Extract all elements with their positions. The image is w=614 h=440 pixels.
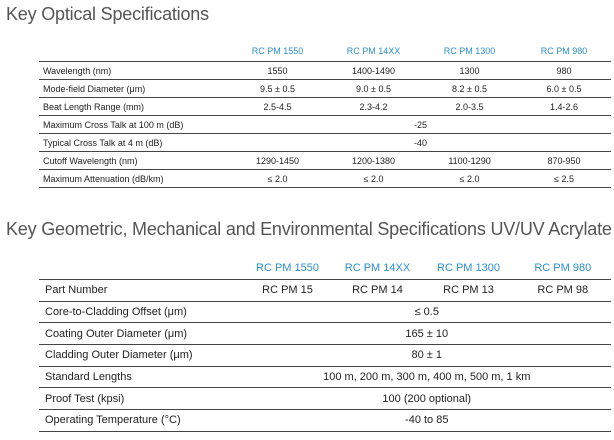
table-row: Coating Outer Diameter (μm) 165 ± 10 xyxy=(39,322,611,345)
table-cell: 1400-1490 xyxy=(324,61,423,80)
table-cell: 1.4-2.6 xyxy=(517,97,611,116)
header-blank xyxy=(39,257,243,280)
row-label: Coating Outer Diameter (μm) xyxy=(39,322,243,345)
table-cell: RC PM 14 xyxy=(332,279,423,302)
geometric-specs-table: RC PM 1550 RC PM 14XX RC PM 1300 RC PM 9… xyxy=(39,257,611,432)
column-header: RC PM 980 xyxy=(534,262,592,274)
table-row: Maximum Cross Talk at 100 m (dB) -25 xyxy=(39,115,611,134)
table-cell: ≤ 2.0 xyxy=(230,169,325,188)
column-header: RC PM 1550 xyxy=(251,46,304,56)
table-cell: 2.0-3.5 xyxy=(422,97,518,116)
header-blank xyxy=(39,41,230,62)
row-label: Cladding Outer Diameter (μm) xyxy=(39,344,243,367)
table-cell: 2.3-4.2 xyxy=(324,97,423,116)
table-cell: 6.0 ± 0.5 xyxy=(517,79,611,98)
column-header: RC PM 14XX xyxy=(344,262,411,274)
table-cell: 870-950 xyxy=(517,151,611,170)
table-cell: 1300 xyxy=(422,61,518,80)
table-row: Standard Lengths 100 m, 200 m, 300 m, 40… xyxy=(39,365,611,388)
table-cell: RC PM 13 xyxy=(422,279,515,302)
row-label: Typical Cross Talk at 4 m (dB) xyxy=(39,133,230,152)
table-cell: 980 xyxy=(517,61,611,80)
table-row: Cladding Outer Diameter (μm) 80 ± 1 xyxy=(39,344,611,367)
table-row: Beat Length Range (mm) 2.5-4.5 2.3-4.2 2… xyxy=(39,97,611,116)
geometric-specs-title: Key Geometric, Mechanical and Environmen… xyxy=(6,219,612,239)
table-cell: 9.5 ± 0.5 xyxy=(230,79,325,98)
column-header: RC PM 1550 xyxy=(256,262,319,274)
table-row: Cutoff Wavelength (nm) 1290-1450 1200-13… xyxy=(39,151,611,170)
table-header-row: RC PM 1550 RC PM 14XX RC PM 1300 RC PM 9… xyxy=(39,257,611,280)
column-header: RC PM 14XX xyxy=(346,46,401,56)
column-header: RC PM 1300 xyxy=(443,46,496,56)
table-row: Mode-field Diameter (μm) 9.5 ± 0.5 9.0 ±… xyxy=(39,79,611,98)
row-label: Wavelength (nm) xyxy=(39,61,230,80)
table-row: Maximum Attenuation (dB/km) ≤ 2.0 ≤ 2.0 … xyxy=(39,169,611,188)
row-label: Maximum Cross Talk at 100 m (dB) xyxy=(39,115,230,134)
spanning-cell: ≤ 0.5 xyxy=(242,300,611,323)
table-cell: 1290-1450 xyxy=(230,151,325,170)
row-label: Beat Length Range (mm) xyxy=(39,97,230,116)
table-header-row: RC PM 1550 RC PM 14XX RC PM 1300 RC PM 9… xyxy=(39,41,611,62)
table-cell: 9.0 ± 0.5 xyxy=(324,79,423,98)
table-row: Core-to-Cladding Offset (μm) ≤ 0.5 xyxy=(39,300,611,323)
table-cell: ≤ 2.0 xyxy=(324,169,423,188)
table-cell: 8.2 ± 0.5 xyxy=(422,79,518,98)
table-row: Proof Test (kpsi) 100 (200 optional) xyxy=(39,387,611,410)
spanning-cell: 100 (200 optional) xyxy=(242,387,611,410)
row-label: Operating Temperature (°C) xyxy=(39,409,243,432)
row-label: Part Number xyxy=(39,279,243,302)
column-header: RC PM 1300 xyxy=(437,262,500,274)
table-cell: ≤ 2.0 xyxy=(422,169,518,188)
row-label: Core-to-Cladding Offset (μm) xyxy=(39,300,243,323)
table-cell: RC PM 15 xyxy=(242,279,333,302)
row-label: Standard Lengths xyxy=(39,365,243,388)
table-cell: 1100-1290 xyxy=(422,151,518,170)
table-cell: RC PM 98 xyxy=(514,279,611,302)
row-label: Mode-field Diameter (μm) xyxy=(39,79,230,98)
column-header: RC PM 980 xyxy=(540,46,588,56)
table-row: Wavelength (nm) 1550 1400-1490 1300 980 xyxy=(39,61,611,80)
table-cell: 1550 xyxy=(230,61,325,80)
table-row: Operating Temperature (°C) -40 to 85 xyxy=(39,409,611,432)
table-cell: 1200-1380 xyxy=(324,151,423,170)
row-label: Proof Test (kpsi) xyxy=(39,387,243,410)
table-row: Part Number RC PM 15 RC PM 14 RC PM 13 R… xyxy=(39,279,611,302)
row-label: Cutoff Wavelength (nm) xyxy=(39,151,230,170)
spanning-cell: -25 xyxy=(230,115,611,134)
row-label: Maximum Attenuation (dB/km) xyxy=(39,169,230,188)
table-cell: ≤ 2.5 xyxy=(517,169,611,188)
spanning-cell: -40 xyxy=(230,133,611,152)
table-cell: 2.5-4.5 xyxy=(230,97,325,116)
spanning-cell: -40 to 85 xyxy=(242,409,611,432)
optical-specs-table: RC PM 1550 RC PM 14XX RC PM 1300 RC PM 9… xyxy=(39,41,611,188)
spanning-cell: 80 ± 1 xyxy=(242,344,611,367)
table-row: Typical Cross Talk at 4 m (dB) -40 xyxy=(39,133,611,152)
spanning-cell: 100 m, 200 m, 300 m, 400 m, 500 m, 1 km xyxy=(242,365,611,388)
spanning-cell: 165 ± 10 xyxy=(242,322,611,345)
optical-specs-title: Key Optical Specifications xyxy=(6,4,209,24)
